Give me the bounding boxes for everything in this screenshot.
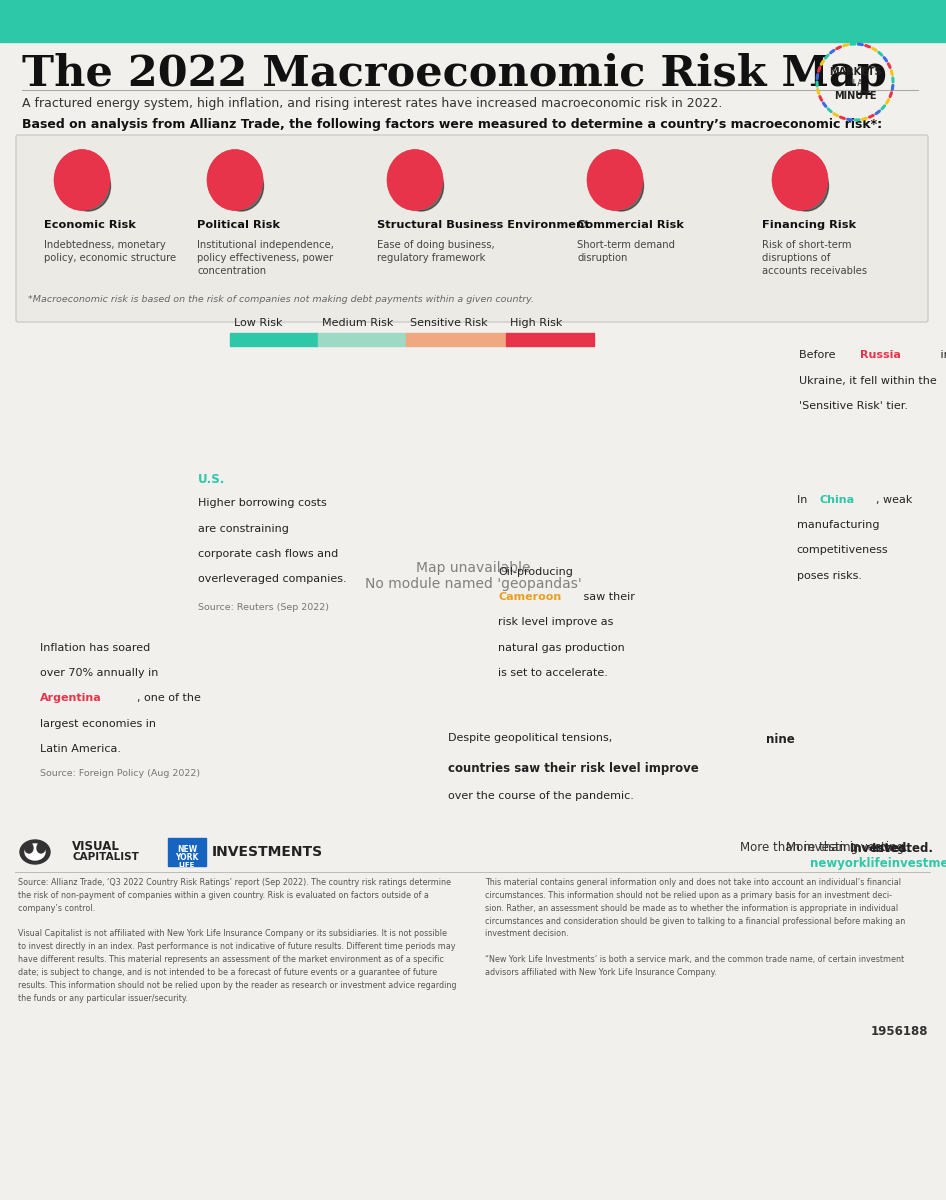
- Text: LIFE: LIFE: [179, 862, 195, 868]
- Text: competitiveness: competitiveness: [797, 545, 888, 556]
- Text: MINUTE: MINUTE: [833, 91, 876, 101]
- Text: Cameroon: Cameroon: [499, 593, 562, 602]
- Ellipse shape: [783, 161, 829, 211]
- Ellipse shape: [388, 150, 443, 210]
- Text: nine: nine: [766, 733, 795, 746]
- Text: risk level improve as: risk level improve as: [499, 618, 614, 628]
- Ellipse shape: [207, 150, 262, 210]
- Bar: [318, 332, 406, 346]
- Bar: [506, 332, 594, 346]
- Text: U.S.: U.S.: [198, 473, 225, 486]
- Ellipse shape: [37, 842, 45, 853]
- Ellipse shape: [388, 150, 443, 210]
- Text: are constraining: are constraining: [198, 523, 289, 534]
- Text: poses risks.: poses risks.: [797, 570, 862, 581]
- Text: VISUAL: VISUAL: [72, 840, 120, 853]
- Text: MARKETS: MARKETS: [829, 67, 882, 77]
- Text: Low Risk: Low Risk: [234, 318, 283, 328]
- Ellipse shape: [219, 161, 264, 211]
- Text: Argentina: Argentina: [40, 694, 101, 703]
- Ellipse shape: [55, 150, 110, 210]
- Text: largest economies in: largest economies in: [40, 719, 156, 728]
- Text: natural gas production: natural gas production: [499, 643, 625, 653]
- Bar: [230, 332, 318, 346]
- Ellipse shape: [599, 161, 643, 211]
- Ellipse shape: [25, 844, 45, 860]
- Text: The 2022 Macroeconomic Risk Map: The 2022 Macroeconomic Risk Map: [22, 53, 886, 95]
- Text: Inflation has soared: Inflation has soared: [40, 643, 149, 653]
- Text: In: In: [797, 494, 811, 505]
- Ellipse shape: [587, 150, 642, 210]
- Text: Political Risk: Political Risk: [197, 220, 280, 230]
- Text: Structural Business Environment: Structural Business Environment: [377, 220, 589, 230]
- Text: Invested.: Invested.: [872, 841, 934, 854]
- Text: Source: Allianz Trade, ‘Q3 2022 Country Risk Ratings’ report (Sep 2022). The cou: Source: Allianz Trade, ‘Q3 2022 Country …: [18, 878, 457, 1003]
- Text: over 70% annually in: over 70% annually in: [40, 668, 158, 678]
- Text: invaded: invaded: [937, 350, 946, 360]
- Text: Source: Foreign Policy (Aug 2022): Source: Foreign Policy (Aug 2022): [40, 769, 200, 778]
- Text: High Risk: High Risk: [510, 318, 562, 328]
- Ellipse shape: [65, 161, 111, 211]
- Text: Invested.: Invested.: [850, 841, 912, 854]
- Ellipse shape: [25, 842, 33, 853]
- FancyBboxPatch shape: [16, 134, 928, 322]
- Bar: [0, 0, 946, 42]
- Text: Ease of doing business,
regulatory framework: Ease of doing business, regulatory frame…: [377, 240, 495, 263]
- Bar: [168, 838, 206, 866]
- Text: is set to accelerate.: is set to accelerate.: [499, 668, 608, 678]
- Text: countries saw their risk level improve: countries saw their risk level improve: [447, 762, 698, 775]
- Text: 1956188: 1956188: [870, 1025, 928, 1038]
- Ellipse shape: [55, 150, 110, 210]
- Text: Indebtedness, monetary
policy, economic structure: Indebtedness, monetary policy, economic …: [44, 240, 176, 263]
- Text: More than investing.: More than investing.: [740, 841, 866, 854]
- Text: Economic Risk: Economic Risk: [44, 220, 136, 230]
- Text: Short-term demand
disruption: Short-term demand disruption: [577, 240, 675, 263]
- Ellipse shape: [20, 840, 50, 864]
- Text: Higher borrowing costs: Higher borrowing costs: [198, 498, 326, 509]
- Text: manufacturing: manufacturing: [797, 520, 879, 530]
- Text: Based on analysis from Allianz Trade, the following factors were measured to det: Based on analysis from Allianz Trade, th…: [22, 118, 882, 131]
- Ellipse shape: [773, 150, 828, 210]
- Text: 'Sensitive Risk' tier.: 'Sensitive Risk' tier.: [799, 401, 908, 410]
- Text: This material contains general information only and does not take into account a: This material contains general informati…: [485, 878, 905, 977]
- Ellipse shape: [773, 150, 828, 210]
- Ellipse shape: [207, 150, 262, 210]
- Text: Medium Risk: Medium Risk: [322, 318, 394, 328]
- Text: Map unavailable
No module named 'geopandas': Map unavailable No module named 'geopand…: [364, 560, 582, 592]
- Text: Institutional independence,
policy effectiveness, power
concentration: Institutional independence, policy effec…: [197, 240, 334, 276]
- Text: *Macroeconomic risk is based on the risk of companies not making debt payments w: *Macroeconomic risk is based on the risk…: [28, 295, 534, 304]
- Ellipse shape: [587, 150, 642, 210]
- Text: Before: Before: [799, 350, 839, 360]
- Text: saw their: saw their: [580, 593, 635, 602]
- Text: , weak: , weak: [876, 494, 912, 505]
- Text: overleveraged companies.: overleveraged companies.: [198, 574, 346, 584]
- Text: More than investing.: More than investing.: [786, 841, 912, 854]
- Text: Risk of short-term
disruptions of
accounts receivables: Risk of short-term disruptions of accoun…: [762, 240, 867, 276]
- Text: corporate cash flows and: corporate cash flows and: [198, 548, 338, 559]
- Ellipse shape: [398, 161, 444, 211]
- Text: China: China: [819, 494, 855, 505]
- Text: Despite geopolitical tensions,: Despite geopolitical tensions,: [447, 733, 615, 743]
- Text: Sensitive Risk: Sensitive Risk: [410, 318, 487, 328]
- Text: , one of the: , one of the: [136, 694, 201, 703]
- Text: CAPITALIST: CAPITALIST: [72, 852, 139, 862]
- Text: Russia: Russia: [861, 350, 902, 360]
- Text: Financing Risk: Financing Risk: [762, 220, 856, 230]
- Bar: [406, 332, 506, 346]
- Text: Commercial Risk: Commercial Risk: [577, 220, 684, 230]
- Text: YORK: YORK: [175, 852, 199, 862]
- Text: Source: Reuters (Sep 2022): Source: Reuters (Sep 2022): [198, 604, 328, 612]
- Text: newyorklifeinvestments.com: newyorklifeinvestments.com: [810, 857, 946, 870]
- Text: Latin America.: Latin America.: [40, 744, 121, 754]
- Text: INVESTMENTS: INVESTMENTS: [212, 845, 324, 859]
- Text: Ukraine, it fell within the: Ukraine, it fell within the: [799, 376, 937, 385]
- Text: Oil-producing: Oil-producing: [499, 566, 573, 577]
- Text: over the course of the pandemic.: over the course of the pandemic.: [447, 791, 634, 800]
- Text: A fractured energy system, high inflation, and rising interest rates have increa: A fractured energy system, high inflatio…: [22, 97, 723, 110]
- Text: NEW: NEW: [177, 845, 197, 853]
- Text: IN A: IN A: [848, 79, 863, 89]
